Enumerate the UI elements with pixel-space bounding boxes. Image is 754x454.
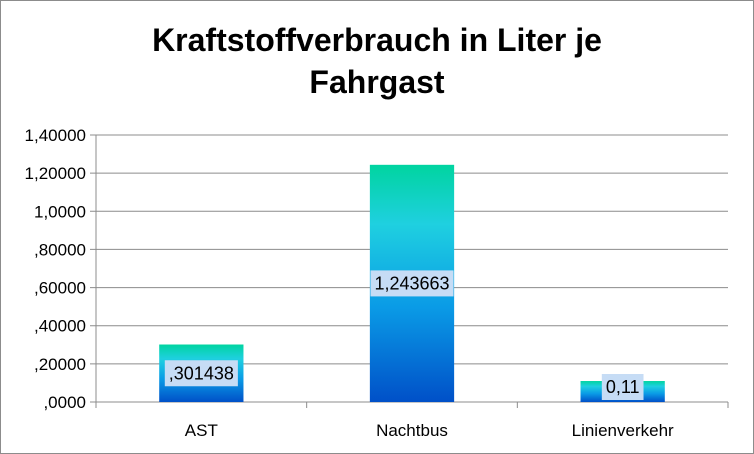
data-label-background [601,374,644,400]
data-label-background [370,270,454,297]
data-label: 0,11 [606,377,640,397]
y-tick-label: ,40000 [34,317,86,336]
data-label-background [164,360,238,387]
y-tick-label: 1,40000 [25,126,86,145]
chart-title: Kraftstoffverbrauch in Liter je Fahrgast [1,19,753,103]
y-tick-label: 1,0000 [34,202,86,221]
x-tick-label: AST [185,421,218,440]
data-label: 1,243663 [374,273,449,293]
y-tick-label: ,60000 [34,279,86,298]
y-tick-label: ,0000 [43,393,86,412]
y-tick-label: 1,20000 [25,164,86,183]
y-tick-label: ,20000 [34,355,86,374]
x-tick-label: Nachtbus [376,421,448,440]
data-label: ,301438 [169,363,234,383]
chart-title-line-1: Kraftstoffverbrauch in Liter je [152,22,602,58]
chart-title-line-2: Fahrgast [309,64,445,100]
y-tick-label: ,80000 [34,240,86,259]
x-tick-label: Linienverkehr [572,421,674,440]
